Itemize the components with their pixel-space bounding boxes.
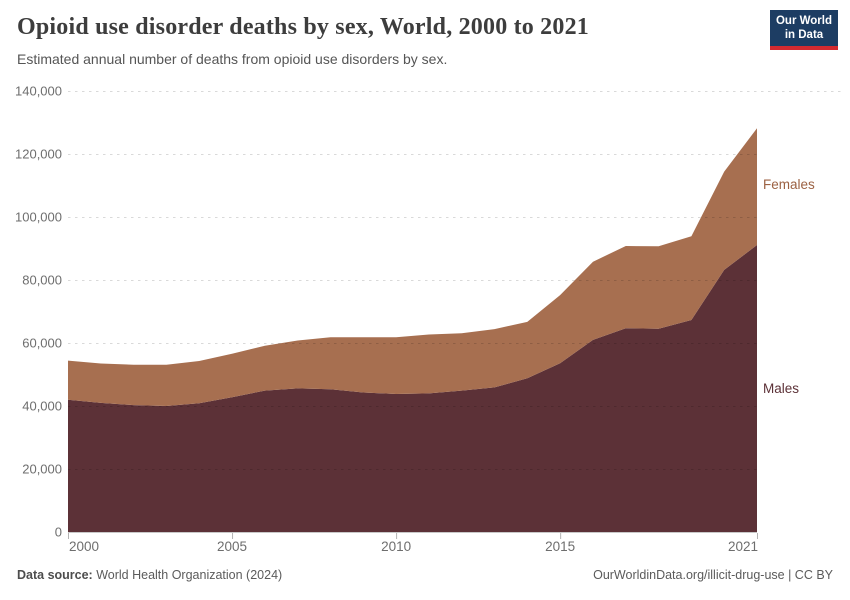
owid-logo[interactable]: Our World in Data: [770, 10, 838, 50]
chart-title: Opioid use disorder deaths by sex, World…: [17, 14, 589, 40]
y-tick-label: 140,000: [15, 84, 62, 99]
y-tick-label: 60,000: [22, 336, 62, 351]
chart-subtitle: Estimated annual number of deaths from o…: [17, 51, 448, 67]
data-source-label: Data source:: [17, 568, 93, 582]
area-females[interactable]: [68, 128, 757, 406]
data-source-text: Data source: World Health Organization (…: [17, 568, 282, 582]
x-tick-label: 2005: [217, 539, 247, 554]
chart-footer: Data source: World Health Organization (…: [0, 566, 850, 590]
y-tick-label: 100,000: [15, 210, 62, 225]
y-tick-label: 40,000: [22, 399, 62, 414]
y-tick-label: 120,000: [15, 147, 62, 162]
owid-logo-line1: Our World: [775, 15, 832, 27]
owid-logo-line2: in Data: [784, 28, 824, 41]
x-tick-label: 2021: [728, 539, 758, 554]
series-label-males[interactable]: Males: [763, 381, 800, 396]
data-source-value: World Health Organization (2024): [92, 568, 283, 582]
y-tick-label: 80,000: [22, 273, 62, 288]
y-tick-label: 0: [55, 525, 62, 540]
credit-link[interactable]: OurWorldinData.org/illicit-drug-use | CC…: [593, 568, 833, 582]
area-males[interactable]: [68, 245, 757, 532]
y-tick-label: 20,000: [22, 462, 62, 477]
x-tick-label: 2010: [381, 539, 411, 554]
x-tick-label: 2015: [545, 539, 575, 554]
x-tick-label: 2000: [69, 539, 99, 554]
series-label-females[interactable]: Females: [763, 177, 815, 192]
